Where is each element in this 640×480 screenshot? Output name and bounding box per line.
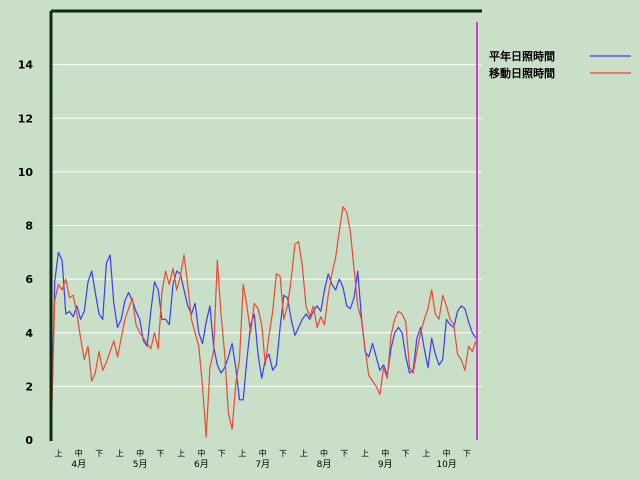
x-period-label: 中 bbox=[75, 448, 83, 458]
x-period-label: 中 bbox=[320, 448, 328, 458]
x-period-label: 下 bbox=[463, 449, 471, 458]
series-line-1 bbox=[50, 206, 477, 441]
x-period-label: 上 bbox=[177, 449, 185, 458]
x-month-label: 8月 bbox=[317, 459, 332, 470]
y-tick-label: 2 bbox=[25, 380, 33, 393]
x-period-label: 中 bbox=[443, 448, 451, 458]
y-tick-label: 8 bbox=[25, 220, 33, 233]
x-month-label: 9月 bbox=[378, 459, 393, 470]
x-period-label: 下 bbox=[340, 449, 348, 458]
y-tick-label: 0 bbox=[25, 434, 33, 447]
y-tick-label: 10 bbox=[18, 166, 34, 179]
chart-frame bbox=[49, 9, 482, 441]
x-axis-ticks: 上中下4月上中下5月上中下6月上中下7月上中下8月上中下9月上中下10月 bbox=[55, 448, 471, 470]
x-period-label: 中 bbox=[259, 448, 267, 458]
y-tick-label: 6 bbox=[25, 273, 33, 286]
legend-label: 平年日照時間 bbox=[489, 49, 555, 63]
x-month-label: 7月 bbox=[255, 459, 270, 470]
x-period-label: 上 bbox=[116, 449, 124, 458]
x-period-label: 上 bbox=[361, 449, 369, 458]
x-period-label: 中 bbox=[197, 448, 205, 458]
series-lines bbox=[50, 206, 477, 441]
x-period-label: 上 bbox=[55, 449, 63, 458]
x-month-label: 4月 bbox=[71, 459, 86, 470]
series-line-0 bbox=[50, 251, 477, 441]
y-tick-label: 14 bbox=[18, 59, 34, 72]
x-month-label: 10月 bbox=[436, 459, 456, 470]
x-period-label: 下 bbox=[218, 449, 226, 458]
y-tick-label: 4 bbox=[25, 327, 33, 340]
x-period-label: 下 bbox=[279, 449, 287, 458]
legend-label: 移動日照時間 bbox=[489, 66, 555, 80]
x-month-label: 5月 bbox=[133, 459, 148, 470]
x-period-label: 上 bbox=[238, 449, 246, 458]
x-period-label: 中 bbox=[381, 448, 389, 458]
x-period-label: 中 bbox=[136, 448, 144, 458]
x-period-label: 下 bbox=[402, 449, 410, 458]
x-period-label: 上 bbox=[422, 449, 430, 458]
y-axis-ticks: 0 2 4 6 8 10 12 14 bbox=[18, 59, 34, 447]
y-tick-label: 12 bbox=[18, 112, 33, 125]
x-period-label: 下 bbox=[95, 449, 103, 458]
x-period-label: 下 bbox=[156, 449, 164, 458]
x-period-label: 上 bbox=[300, 449, 308, 458]
x-month-label: 6月 bbox=[194, 459, 209, 470]
